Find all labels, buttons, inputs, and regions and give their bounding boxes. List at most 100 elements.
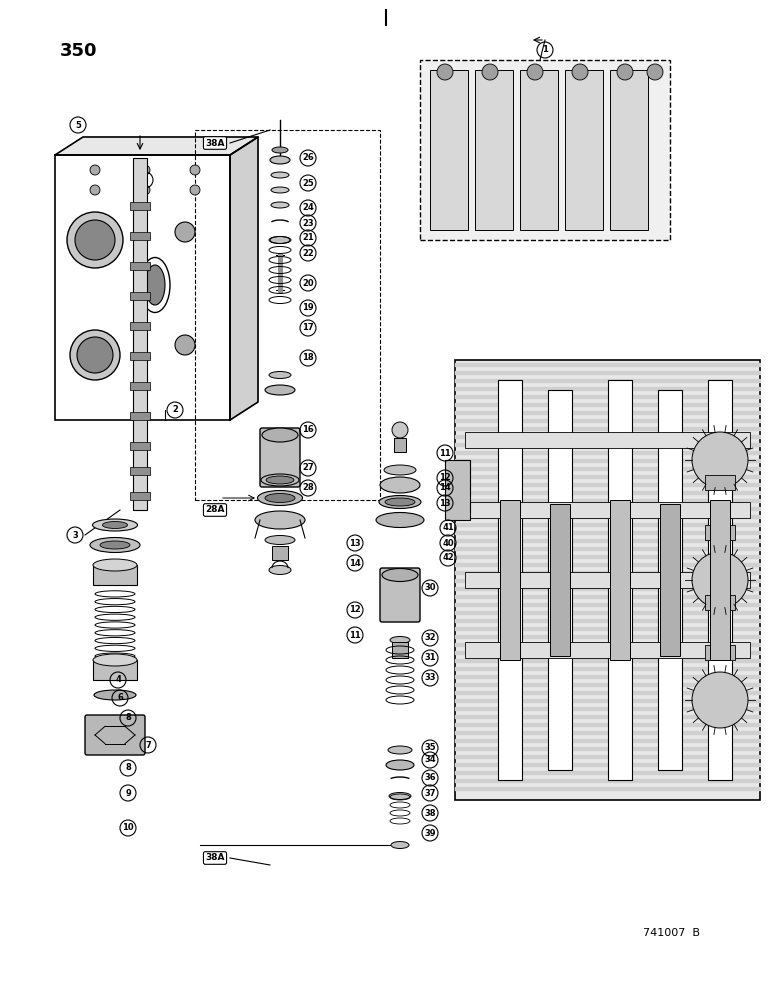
Text: 350: 350 — [60, 42, 97, 60]
Bar — [130, 262, 150, 270]
Text: 19: 19 — [302, 304, 313, 312]
Ellipse shape — [93, 559, 137, 571]
Bar — [500, 500, 520, 660]
FancyBboxPatch shape — [260, 428, 300, 487]
Ellipse shape — [265, 536, 295, 544]
Ellipse shape — [145, 265, 165, 305]
Text: 13: 13 — [349, 538, 361, 548]
Ellipse shape — [270, 156, 290, 164]
Text: 35: 35 — [424, 744, 436, 752]
Bar — [608, 380, 632, 780]
Text: 17: 17 — [302, 324, 313, 332]
Bar — [130, 492, 150, 500]
Bar — [394, 438, 406, 452]
Circle shape — [482, 64, 498, 80]
Text: 32: 32 — [424, 634, 436, 643]
Ellipse shape — [376, 512, 424, 528]
Ellipse shape — [103, 522, 127, 528]
Circle shape — [190, 185, 200, 195]
Text: 38A: 38A — [205, 854, 225, 862]
Text: 23: 23 — [302, 219, 313, 228]
Text: 13: 13 — [439, 498, 451, 508]
Bar — [195, 130, 380, 500]
Bar — [93, 565, 137, 585]
Circle shape — [70, 330, 120, 380]
Text: 1: 1 — [542, 45, 548, 54]
Bar — [272, 546, 288, 560]
Text: 11: 11 — [439, 448, 451, 458]
Ellipse shape — [93, 654, 137, 666]
Bar — [550, 504, 570, 656]
Bar — [610, 70, 648, 230]
Bar — [498, 380, 522, 780]
Text: 34: 34 — [424, 756, 436, 764]
Text: 20: 20 — [302, 278, 313, 288]
Bar — [610, 500, 630, 660]
Text: 4: 4 — [115, 676, 121, 684]
Bar — [520, 70, 558, 230]
Bar — [130, 232, 150, 240]
Bar — [465, 572, 750, 588]
Ellipse shape — [271, 172, 289, 178]
Bar — [55, 155, 230, 420]
Bar — [392, 642, 408, 658]
Bar — [658, 390, 682, 770]
Text: 12: 12 — [349, 605, 361, 614]
Bar — [465, 642, 750, 658]
Polygon shape — [230, 137, 258, 420]
Ellipse shape — [94, 690, 136, 700]
Text: 38: 38 — [425, 808, 435, 818]
Ellipse shape — [271, 187, 289, 193]
Text: 3: 3 — [72, 530, 78, 540]
Circle shape — [67, 212, 123, 268]
Bar — [133, 158, 147, 510]
Bar — [130, 382, 150, 390]
Text: 38A: 38A — [205, 138, 225, 147]
Ellipse shape — [100, 541, 130, 549]
Circle shape — [175, 222, 195, 242]
Text: 10: 10 — [122, 824, 134, 832]
Text: 37: 37 — [425, 788, 435, 798]
Polygon shape — [55, 137, 258, 155]
Text: 8: 8 — [125, 764, 131, 772]
Text: 42: 42 — [442, 554, 454, 562]
Ellipse shape — [382, 568, 418, 582]
Bar — [705, 645, 735, 660]
Ellipse shape — [262, 428, 298, 442]
Text: 6: 6 — [117, 694, 123, 702]
Circle shape — [90, 185, 100, 195]
Text: 16: 16 — [302, 426, 314, 434]
Circle shape — [140, 185, 150, 195]
Circle shape — [527, 64, 543, 80]
Ellipse shape — [385, 498, 415, 506]
Circle shape — [90, 165, 100, 175]
Text: 40: 40 — [442, 538, 454, 548]
Bar — [93, 660, 137, 680]
Circle shape — [77, 337, 113, 373]
Bar — [130, 442, 150, 450]
Text: 12: 12 — [439, 474, 451, 483]
Bar — [465, 432, 750, 448]
Text: 27: 27 — [302, 464, 313, 473]
Ellipse shape — [271, 202, 289, 208]
Circle shape — [75, 220, 115, 260]
Ellipse shape — [272, 147, 288, 153]
Bar — [455, 360, 760, 800]
FancyBboxPatch shape — [380, 568, 420, 622]
Circle shape — [692, 552, 748, 608]
Text: 741007  B: 741007 B — [643, 928, 700, 938]
Text: 25: 25 — [302, 178, 314, 188]
Text: 41: 41 — [442, 524, 454, 532]
Ellipse shape — [389, 792, 411, 800]
Bar — [130, 322, 150, 330]
Text: 28: 28 — [302, 484, 313, 492]
Ellipse shape — [390, 637, 410, 644]
Text: 33: 33 — [425, 674, 435, 682]
Ellipse shape — [265, 385, 295, 395]
Bar — [445, 460, 470, 520]
Ellipse shape — [388, 746, 412, 754]
Bar — [548, 390, 572, 770]
Bar — [705, 595, 735, 610]
Ellipse shape — [258, 490, 303, 506]
Bar — [430, 70, 468, 230]
